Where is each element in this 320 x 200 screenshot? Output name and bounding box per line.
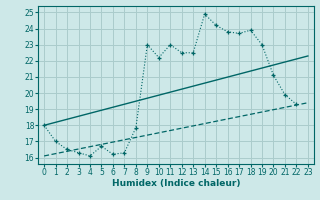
X-axis label: Humidex (Indice chaleur): Humidex (Indice chaleur) — [112, 179, 240, 188]
